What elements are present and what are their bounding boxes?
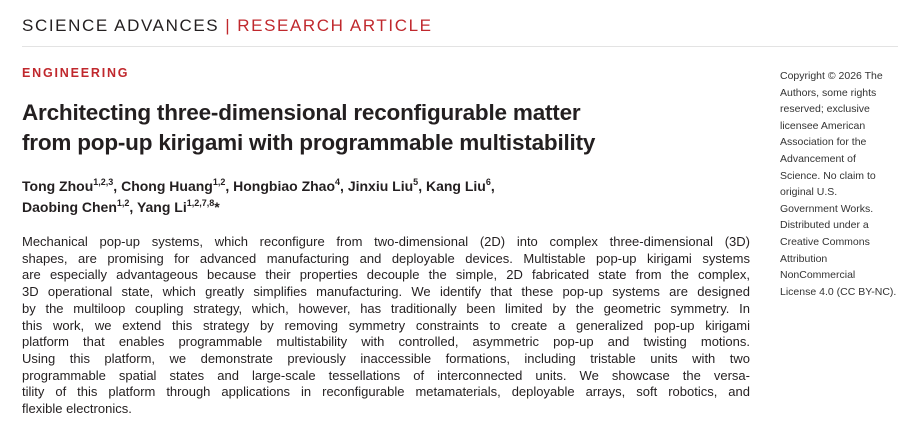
separator: |: [225, 16, 232, 35]
abstract-line: platform that enables programmable multi…: [22, 334, 750, 350]
author-name: Kang Liu: [425, 178, 486, 194]
copyright-line: Science. No claim to: [780, 169, 876, 182]
affiliation: 5: [413, 177, 419, 187]
abstract-line: programmable spatial states and large-sc…: [22, 367, 750, 383]
copyright-line: Creative Commons: [780, 235, 870, 248]
copyright-line: Government Works.: [780, 202, 874, 215]
author-name: Tong Zhou: [22, 178, 94, 194]
author-punct: ,: [129, 199, 134, 215]
copyright-line: reserved; exclusive: [780, 103, 870, 116]
affiliation: 4: [335, 177, 341, 187]
copyright-line: Advancement of: [780, 152, 856, 165]
affiliation: 6: [485, 177, 491, 187]
authors: Tong Zhou1,2,3, Chong Huang1,2, Hongbiao…: [22, 176, 495, 218]
copyright: Copyright © 2026 The Authors, some rights…: [780, 68, 896, 300]
affiliation: 1,2,7,8: [186, 198, 215, 208]
author-name: Chong Huang: [121, 178, 213, 194]
author-name: Jinxiu Liu: [347, 178, 414, 194]
abstract-line: Mechanical pop-up systems, which reconfi…: [22, 234, 750, 249]
author-name: Hongbiao Zhao: [233, 178, 336, 194]
copyright-line: NonCommercial: [780, 269, 856, 282]
copyright-line: Copyright © 2026 The: [780, 70, 883, 82]
abstract-line: this work, we extend this strategy by re…: [22, 317, 750, 333]
copyright-line: License 4.0 (CC BY-NC).: [780, 285, 897, 298]
title: Architecting three-dimensional reconfigu…: [22, 98, 595, 158]
author-punct: ,: [225, 178, 230, 194]
author-line: Tong Zhou1,2,3, Chong Huang1,2, Hongbiao…: [22, 176, 495, 197]
author-punct: ,: [340, 178, 344, 194]
abstract: Mechanical pop-up systems, which reconfi…: [22, 234, 750, 418]
affiliation: 1,2: [212, 177, 226, 187]
affiliation: 1,2: [116, 198, 130, 208]
author-punct: ,: [113, 178, 118, 194]
author-punct: ,: [490, 178, 495, 194]
abstract-line: 3D operational state, which greatly simp…: [22, 284, 750, 300]
abstract-line: shapes, are promising for advanced manuf…: [22, 250, 750, 266]
abstract-line: are especially advantageous because thei…: [22, 267, 750, 283]
copyright-line: Attribution: [780, 252, 828, 265]
journal-header: SCIENCE ADVANCES | RESEARCH ARTICLE: [22, 16, 433, 36]
abstract-line: flexible electronics.: [22, 401, 132, 417]
abstract-line: Using this platform, we demonstrate prev…: [22, 350, 750, 366]
title-line: from pop-up kirigami with programmable m…: [22, 130, 596, 155]
abstract-line: tility of this platform through applicat…: [22, 384, 750, 400]
author-line: Daobing Chen1,2, Yang Li1,2,7,8*: [22, 197, 495, 218]
author-name: Yang Li: [136, 199, 187, 215]
copyright-line: Authors, some rights: [780, 86, 877, 99]
affiliation: 1,2,3: [93, 177, 114, 187]
author-punct: ,: [418, 178, 423, 194]
article-type: RESEARCH ARTICLE: [237, 16, 433, 35]
author-name: Daobing Chen: [22, 199, 117, 215]
section-label: ENGINEERING: [22, 66, 130, 80]
abstract-line: by the multiloop coupling strategy, whic…: [22, 300, 750, 316]
title-line: Architecting three-dimensional reconfigu…: [22, 100, 581, 125]
author-punct: *: [214, 199, 220, 215]
copyright-line: Association for the: [780, 136, 867, 149]
copyright-line: licensee American: [780, 119, 866, 132]
journal-name: SCIENCE ADVANCES: [22, 16, 220, 35]
copyright-line: original U.S.: [780, 186, 838, 199]
header-rule: [22, 46, 898, 47]
copyright-line: Distributed under a: [780, 219, 869, 232]
